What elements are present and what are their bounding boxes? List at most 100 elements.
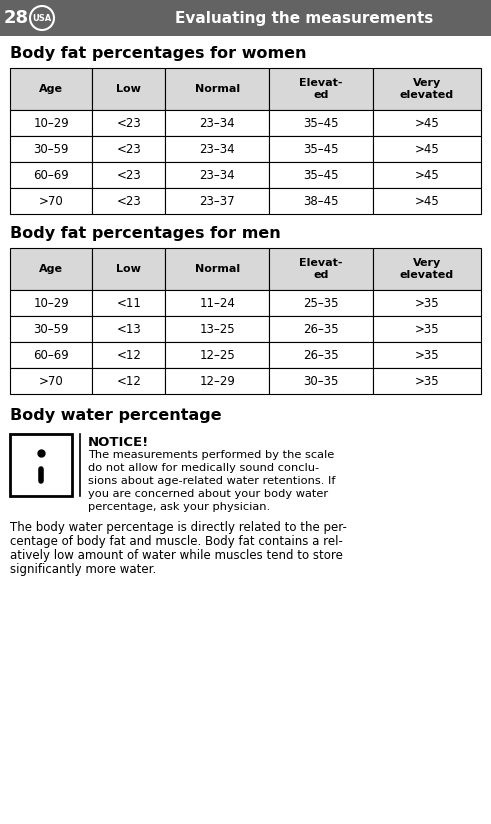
Bar (269, 68, 373, 110)
Bar (373, 290, 481, 316)
Bar (165, 316, 269, 342)
Bar (10, 188, 92, 214)
Text: 23–37: 23–37 (199, 194, 235, 208)
Text: Age: Age (39, 84, 63, 94)
Text: 10–29: 10–29 (33, 116, 69, 129)
Bar (165, 342, 269, 368)
Text: NOTICE!: NOTICE! (88, 436, 149, 449)
Bar (373, 368, 481, 394)
Text: 30–59: 30–59 (33, 322, 69, 335)
Text: 23–34: 23–34 (199, 168, 235, 181)
Text: 26–35: 26–35 (303, 322, 339, 335)
Bar (269, 136, 373, 162)
Text: Body fat percentages for men: Body fat percentages for men (10, 226, 281, 241)
Bar (10, 342, 92, 368)
Bar (373, 188, 481, 214)
Bar (10, 248, 92, 290)
Bar (269, 110, 373, 136)
Bar (92, 342, 165, 368)
Text: >35: >35 (414, 322, 439, 335)
Text: 12–29: 12–29 (199, 374, 235, 387)
Text: <23: <23 (116, 143, 141, 156)
Text: The body water percentage is directly related to the per-: The body water percentage is directly re… (10, 521, 347, 534)
Bar (165, 162, 269, 188)
Bar (373, 110, 481, 136)
Text: >45: >45 (414, 143, 439, 156)
Text: Body water percentage: Body water percentage (10, 408, 221, 423)
Text: 28: 28 (3, 9, 28, 27)
Bar (92, 188, 165, 214)
Text: <12: <12 (116, 374, 141, 387)
Text: >70: >70 (39, 374, 64, 387)
Text: Body fat percentages for women: Body fat percentages for women (10, 46, 306, 61)
Bar (165, 110, 269, 136)
Bar (165, 368, 269, 394)
Text: >35: >35 (414, 297, 439, 310)
Text: 35–45: 35–45 (303, 143, 339, 156)
Text: 23–34: 23–34 (199, 143, 235, 156)
Text: The measurements performed by the scale: The measurements performed by the scale (88, 450, 334, 460)
Bar (165, 290, 269, 316)
Bar (373, 342, 481, 368)
Bar (165, 188, 269, 214)
Bar (10, 110, 92, 136)
Text: >45: >45 (414, 194, 439, 208)
Text: >45: >45 (414, 116, 439, 129)
Text: 35–45: 35–45 (303, 168, 339, 181)
Bar (269, 316, 373, 342)
Bar (92, 162, 165, 188)
Bar (269, 290, 373, 316)
Text: Normal: Normal (194, 264, 240, 274)
Text: <11: <11 (116, 297, 141, 310)
Bar (373, 248, 481, 290)
Bar (373, 316, 481, 342)
Text: <23: <23 (116, 194, 141, 208)
Bar (92, 368, 165, 394)
Text: 26–35: 26–35 (303, 349, 339, 362)
Bar (165, 68, 269, 110)
Bar (10, 434, 72, 496)
Bar (10, 136, 92, 162)
Text: 13–25: 13–25 (199, 322, 235, 335)
Bar (165, 136, 269, 162)
Bar (10, 368, 92, 394)
Bar (92, 136, 165, 162)
Bar (92, 68, 165, 110)
Text: Age: Age (39, 264, 63, 274)
Text: >35: >35 (414, 374, 439, 387)
Text: Elevat-
ed: Elevat- ed (299, 78, 343, 100)
Bar (269, 342, 373, 368)
Text: >45: >45 (414, 168, 439, 181)
Text: 23–34: 23–34 (199, 116, 235, 129)
Text: >70: >70 (39, 194, 64, 208)
Text: significantly more water.: significantly more water. (10, 563, 156, 576)
Text: <23: <23 (116, 168, 141, 181)
Text: 38–45: 38–45 (303, 194, 339, 208)
Text: 25–35: 25–35 (303, 297, 339, 310)
Text: >35: >35 (414, 349, 439, 362)
Text: Low: Low (116, 264, 141, 274)
Bar (269, 368, 373, 394)
Text: do not allow for medically sound conclu-: do not allow for medically sound conclu- (88, 463, 319, 473)
Text: Normal: Normal (194, 84, 240, 94)
Text: 30–35: 30–35 (303, 374, 339, 387)
Bar (373, 162, 481, 188)
Text: <23: <23 (116, 116, 141, 129)
Bar (92, 110, 165, 136)
Bar (269, 162, 373, 188)
Text: you are concerned about your body water: you are concerned about your body water (88, 489, 328, 499)
Bar (92, 248, 165, 290)
Bar (269, 188, 373, 214)
Text: 30–59: 30–59 (33, 143, 69, 156)
Bar (10, 68, 92, 110)
Text: Very
elevated: Very elevated (400, 258, 454, 280)
Text: <12: <12 (116, 349, 141, 362)
Text: 10–29: 10–29 (33, 297, 69, 310)
Text: Very
elevated: Very elevated (400, 78, 454, 100)
Text: 60–69: 60–69 (33, 349, 69, 362)
Text: percentage, ask your physician.: percentage, ask your physician. (88, 502, 270, 512)
Text: 35–45: 35–45 (303, 116, 339, 129)
Text: <13: <13 (116, 322, 141, 335)
Bar (269, 248, 373, 290)
Bar (10, 162, 92, 188)
